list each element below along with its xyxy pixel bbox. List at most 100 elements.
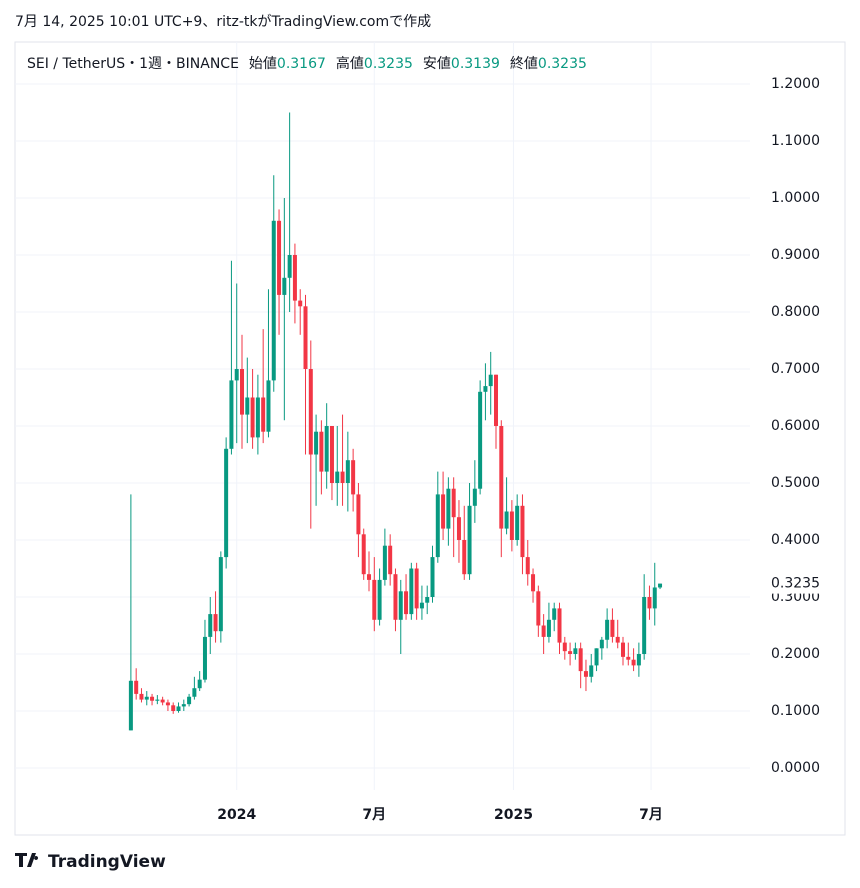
candle-body: [615, 636, 620, 643]
candle-body: [298, 300, 303, 307]
symbol-title: SEI / TetherUS・1週・BINANCE: [27, 56, 239, 72]
y-tick-label: 0.1000: [771, 703, 820, 719]
y-tick-label: 0.0000: [771, 760, 820, 776]
candle-body: [409, 568, 414, 615]
candle-body: [208, 614, 213, 637]
ohlc-value: 0.3235: [364, 56, 413, 72]
candle-body: [456, 517, 461, 541]
candle-body: [546, 619, 551, 637]
candle-body: [319, 431, 324, 472]
y-tick-label: 0.7000: [771, 361, 820, 377]
x-tick-label: 2024: [217, 807, 256, 823]
symbol-legend: SEI / TetherUS・1週・BINANCE 始値0.3167 高値0.323…: [27, 55, 587, 72]
candle-body: [255, 397, 260, 438]
brand-logo: [15, 853, 39, 867]
candle-body: [197, 679, 202, 689]
candle-body: [245, 397, 250, 415]
candle-body: [361, 534, 366, 575]
candle-body: [451, 488, 456, 518]
candle-body: [425, 597, 430, 603]
candle-body: [192, 688, 197, 697]
candle-body: [483, 386, 488, 392]
x-tick-label: 7月: [362, 807, 386, 823]
candle-body: [610, 619, 615, 637]
candle-body: [441, 494, 446, 529]
candle-body: [287, 255, 292, 278]
candle-body: [187, 696, 192, 705]
candle-body: [139, 693, 144, 700]
candle-body: [509, 511, 514, 541]
candle-body: [605, 619, 610, 640]
ohlc-label: 始値: [249, 56, 277, 72]
candle-body: [382, 545, 387, 580]
y-tick-label: 0.9000: [771, 247, 820, 263]
candle-body: [266, 380, 271, 432]
candle-body: [562, 642, 567, 652]
candle-body: [303, 306, 308, 370]
candle-body: [578, 648, 583, 672]
candle-body: [292, 255, 297, 301]
candle-body: [631, 659, 636, 666]
candle-body: [229, 380, 234, 449]
candle-body: [472, 488, 477, 506]
ohlc-value: 0.3235: [538, 56, 587, 72]
candle-body: [525, 557, 530, 575]
candle-body: [372, 579, 377, 620]
candle-body: [626, 656, 631, 660]
candle-body: [202, 636, 207, 680]
candle-body: [134, 680, 139, 694]
y-tick-label: 1.0000: [771, 190, 820, 206]
candle-body: [367, 574, 372, 580]
candle-body: [520, 505, 525, 558]
candle-body: [636, 654, 641, 666]
candle-body: [446, 488, 451, 529]
candle-body: [250, 397, 255, 438]
candle-body: [329, 426, 334, 484]
y-tick-label: 1.2000: [771, 76, 820, 92]
candle-body: [541, 625, 546, 637]
candle-body: [531, 574, 536, 592]
candle-body: [351, 460, 356, 495]
candle-body: [568, 651, 573, 654]
candle-body: [181, 704, 186, 707]
ohlc-label: 高値: [336, 55, 364, 72]
last-price-box: [755, 573, 840, 594]
candle-body: [499, 426, 504, 529]
candle-body: [536, 591, 541, 626]
candle-body: [583, 671, 588, 677]
candle-body: [271, 220, 276, 381]
candle-body: [589, 665, 594, 677]
candle-body: [277, 220, 282, 295]
candle-body: [515, 505, 520, 541]
candle-body: [308, 369, 313, 455]
candle-body: [340, 471, 345, 484]
candle-body: [621, 642, 626, 657]
candle-body: [377, 579, 382, 620]
candle-body: [658, 583, 663, 588]
candle-body: [356, 494, 361, 535]
y-tick-label: 0.6000: [771, 418, 820, 434]
candle-body: [573, 648, 578, 654]
x-tick-label: 7月: [639, 807, 663, 823]
candle-body: [240, 369, 245, 415]
candle-body: [234, 369, 239, 381]
candle-body: [642, 597, 647, 654]
candle-body: [599, 639, 604, 649]
candle-body: [282, 277, 287, 295]
last-price-label: 0.3235: [771, 576, 820, 592]
candle-body: [647, 597, 652, 609]
candle-body: [404, 591, 409, 615]
candle-body: [224, 448, 229, 558]
candle-body: [261, 397, 266, 432]
candle-body: [467, 505, 472, 575]
candle-body: [430, 557, 435, 598]
chart-frame: [14, 41, 846, 836]
candle-body: [419, 602, 424, 609]
ohlc-value: 0.3139: [451, 56, 500, 72]
candle-body: [176, 706, 181, 711]
candle-body: [414, 568, 419, 609]
candle-body: [345, 460, 350, 484]
candle-body: [218, 557, 223, 632]
